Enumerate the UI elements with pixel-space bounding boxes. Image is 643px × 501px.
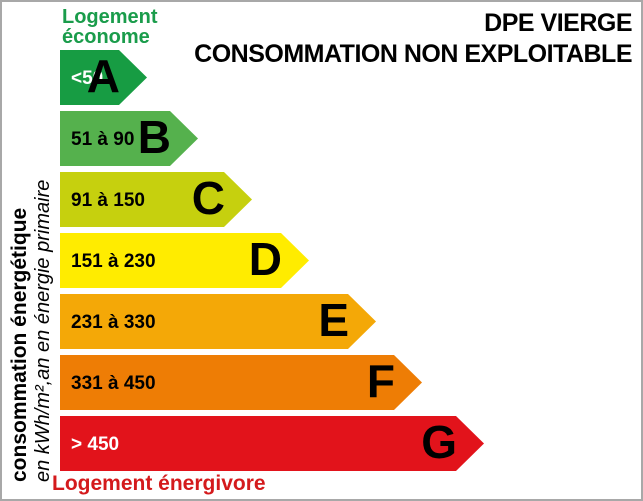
chart-title: DPE VIERGE CONSOMMATION NON EXPLOITABLE bbox=[194, 8, 632, 70]
energy-class-range: > 450 bbox=[71, 433, 120, 455]
y-axis-caption: consommation énergétique en kWh/m²,an en… bbox=[8, 97, 55, 482]
energy-class-bar-g: > 450 G bbox=[60, 416, 484, 471]
label-logement-econome-line1: Logement bbox=[62, 6, 158, 28]
energy-class-letter: B bbox=[137, 110, 171, 163]
label-logement-econome-line2: économe bbox=[62, 26, 150, 48]
energy-class-range: <50 bbox=[71, 67, 104, 89]
energy-class-letter: G bbox=[421, 415, 457, 468]
energy-class-range: 91 à 150 bbox=[71, 189, 145, 211]
energy-class-letter: C bbox=[191, 171, 225, 224]
chart-title-line2: CONSOMMATION NON EXPLOITABLE bbox=[194, 40, 632, 68]
energy-class-range: 151 à 230 bbox=[71, 250, 156, 272]
energy-class-bar-f: 331 à 450 F bbox=[60, 355, 422, 410]
energy-class-letter: D bbox=[248, 232, 282, 285]
label-logement-energivore: Logement énergivore bbox=[52, 472, 266, 495]
energy-class-letter: A bbox=[86, 49, 120, 102]
energy-class-range: 51 à 90 bbox=[71, 128, 135, 150]
energy-class-bar-b: 51 à 90 B bbox=[60, 111, 198, 166]
y-axis-caption-main: consommation énergétique bbox=[8, 207, 31, 482]
energy-class-letter: F bbox=[366, 354, 395, 407]
chart-title-line1: DPE VIERGE bbox=[484, 9, 632, 37]
energy-class-range: 231 à 330 bbox=[71, 311, 156, 333]
label-logement-econome: Logement économe bbox=[62, 7, 158, 47]
energy-class-range: 331 à 450 bbox=[71, 372, 156, 394]
energy-class-bar-a: <50 A bbox=[60, 50, 147, 105]
y-axis-caption-unit: en kWh/m²,an en énergie primaire bbox=[32, 179, 54, 482]
energy-class-bar-e: 231 à 330 E bbox=[60, 294, 376, 349]
energy-class-bar-c: 91 à 150 C bbox=[60, 172, 252, 227]
energy-class-letter: E bbox=[318, 293, 349, 346]
energy-class-bar-d: 151 à 230 D bbox=[60, 233, 309, 288]
